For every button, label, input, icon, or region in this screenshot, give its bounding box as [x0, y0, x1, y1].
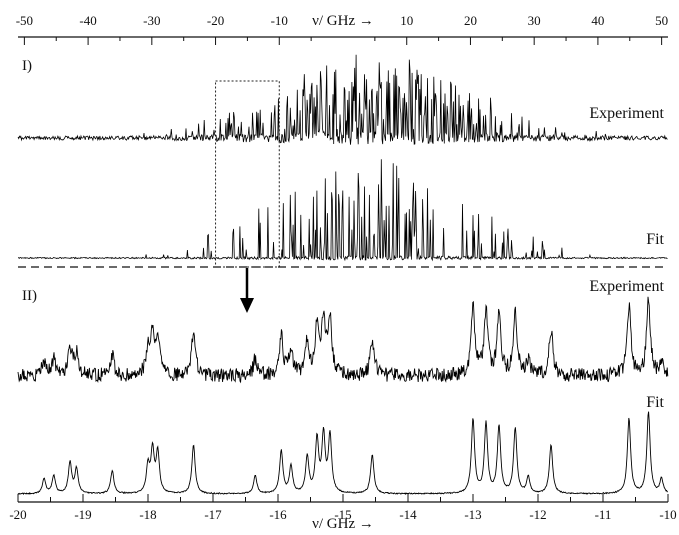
- top-axis-tick-label: 10: [400, 13, 413, 28]
- top-axis-tick-label: 50: [655, 13, 668, 28]
- bottom-axis-tick-label: -17: [204, 507, 222, 522]
- panel-II-experiment-label: Experiment: [589, 278, 664, 295]
- bottom-axis-tick-label: -14: [399, 507, 417, 522]
- zoom-arrow: [240, 268, 254, 313]
- panel-II-label: II): [22, 288, 37, 304]
- top-axis-tick-label: 20: [464, 13, 477, 28]
- bottom-axis-tick-label: -13: [464, 507, 481, 522]
- top-axis-tick-label: 40: [591, 13, 604, 28]
- bottom-axis-tick-label: -18: [139, 507, 156, 522]
- top-axis-tick-label: -40: [79, 13, 96, 28]
- top-axis-tick-label: -50: [16, 13, 33, 28]
- panel-I-fit-label: Fit: [646, 231, 664, 248]
- top-axis: -50 -40 -30 -20 -10 10 20 30 40 50 ν/ GHz →: [16, 13, 668, 45]
- panel-I-label: I): [22, 58, 32, 74]
- panel-I-fit-trace: [17, 159, 668, 262]
- bottom-axis: -20 -19 -18 -17 -16 -15 -14 -13 -12 -11 -10 ν/ GHz…: [9, 494, 677, 532]
- panel-II-experiment-trace: [17, 296, 669, 384]
- bottom-axis-title: ν/ GHz →: [312, 516, 374, 532]
- top-axis-title: ν/ GHz →: [312, 13, 374, 29]
- panel-II-fit-label: Fit: [646, 394, 664, 411]
- bottom-axis-tick-label: -15: [334, 507, 351, 522]
- top-axis-tick-label: 30: [528, 13, 541, 28]
- panel-I-experiment-trace: [17, 54, 668, 145]
- top-axis-tick-label: -10: [271, 13, 288, 28]
- panel-I-experiment-label: Experiment: [589, 105, 664, 122]
- bottom-axis-tick-label: -19: [74, 507, 91, 522]
- panel-II-fit-trace: [17, 411, 668, 496]
- top-axis-ticks: -50 -40 -30 -20 -10 10 20 30 40 50: [16, 13, 668, 45]
- bottom-axis-tick-label: -10: [659, 507, 676, 522]
- zoom-region-box: [215, 80, 280, 268]
- zoom-arrow-head: [240, 298, 254, 313]
- bottom-axis-tick-label: -20: [9, 507, 26, 522]
- bottom-axis-tick-label: -12: [529, 507, 546, 522]
- bottom-axis-ticks: -20 -19 -18 -17 -16 -15 -14 -13 -12 -11 -10: [9, 494, 677, 522]
- top-axis-tick-label: -20: [207, 13, 224, 28]
- top-axis-tick-label: -30: [143, 13, 160, 28]
- bottom-axis-tick-label: -16: [269, 507, 287, 522]
- bottom-axis-tick-label: -11: [595, 507, 612, 522]
